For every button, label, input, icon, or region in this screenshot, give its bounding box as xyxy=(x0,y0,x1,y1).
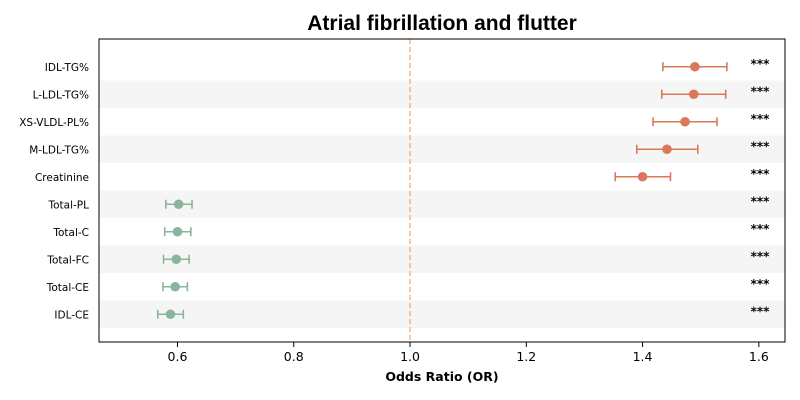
category-label: IDL-TG% xyxy=(45,62,89,74)
significance-label: *** xyxy=(751,84,771,98)
point-estimate xyxy=(637,171,648,182)
row-band xyxy=(99,190,785,218)
data-row: M-LDL-TG% *** xyxy=(29,139,770,156)
point-estimate xyxy=(688,89,699,100)
significance-label: *** xyxy=(751,112,771,126)
significance-label: *** xyxy=(751,139,771,153)
significance-label: *** xyxy=(751,304,771,318)
data-rows: IDL-TG% ***L-LDL-TG% ***XS-VLDL-PL% ***M-LD… xyxy=(19,57,770,322)
chart-title: Atrial fibrillation and flutter xyxy=(307,12,577,35)
row-band xyxy=(99,245,785,273)
data-row: Total-FC *** xyxy=(46,249,770,266)
point-estimate xyxy=(173,199,184,210)
point-estimate xyxy=(171,254,182,265)
row-bands xyxy=(99,80,785,328)
category-label: IDL-CE xyxy=(54,309,89,321)
plot-frame xyxy=(98,38,786,343)
category-label: XS-VLDL-PL% xyxy=(19,117,89,129)
point-estimate xyxy=(690,61,700,72)
data-row: IDL-CE *** xyxy=(54,304,770,321)
axes: 0.6 0.8 1.0 1.2 1.4 1.6 xyxy=(98,38,786,364)
category-label: Total-CE xyxy=(46,282,89,294)
data-row: Total-C *** xyxy=(52,222,770,239)
point-estimate xyxy=(680,116,690,127)
category-label: Creatinine xyxy=(35,172,89,184)
point-estimate xyxy=(170,281,180,292)
significance-label: *** xyxy=(751,222,771,236)
data-row: Total-PL *** xyxy=(48,194,771,211)
data-row: L-LDL-TG% *** xyxy=(33,84,771,101)
x-axis-label: Odds Ratio (OR) xyxy=(385,369,498,384)
data-row: Total-CE *** xyxy=(46,277,770,294)
data-row: Creatinine *** xyxy=(35,167,770,184)
x-tick-label: 1.4 xyxy=(633,349,653,364)
significance-label: *** xyxy=(751,277,771,291)
data-row: XS-VLDL-PL% *** xyxy=(19,112,770,129)
x-tick-label: 1.0 xyxy=(400,349,420,364)
significance-label: *** xyxy=(751,249,771,263)
x-tick-label: 0.6 xyxy=(168,349,188,364)
category-label: M-LDL-TG% xyxy=(29,144,89,156)
x-tick-label: 1.6 xyxy=(749,349,769,364)
data-row: IDL-TG% *** xyxy=(45,57,770,74)
category-label: Total-PL xyxy=(48,199,90,211)
point-estimate xyxy=(165,309,176,320)
category-label: Total-C xyxy=(52,227,89,239)
point-estimate xyxy=(172,226,183,237)
x-tick-label: 0.8 xyxy=(284,349,304,364)
significance-label: *** xyxy=(751,57,771,71)
significance-label: *** xyxy=(751,194,771,208)
x-tick-label: 1.2 xyxy=(516,349,536,364)
significance-label: *** xyxy=(751,167,771,181)
point-estimate xyxy=(662,144,672,155)
category-label: L-LDL-TG% xyxy=(33,89,89,101)
category-label: Total-FC xyxy=(46,254,89,266)
row-band xyxy=(99,300,785,328)
